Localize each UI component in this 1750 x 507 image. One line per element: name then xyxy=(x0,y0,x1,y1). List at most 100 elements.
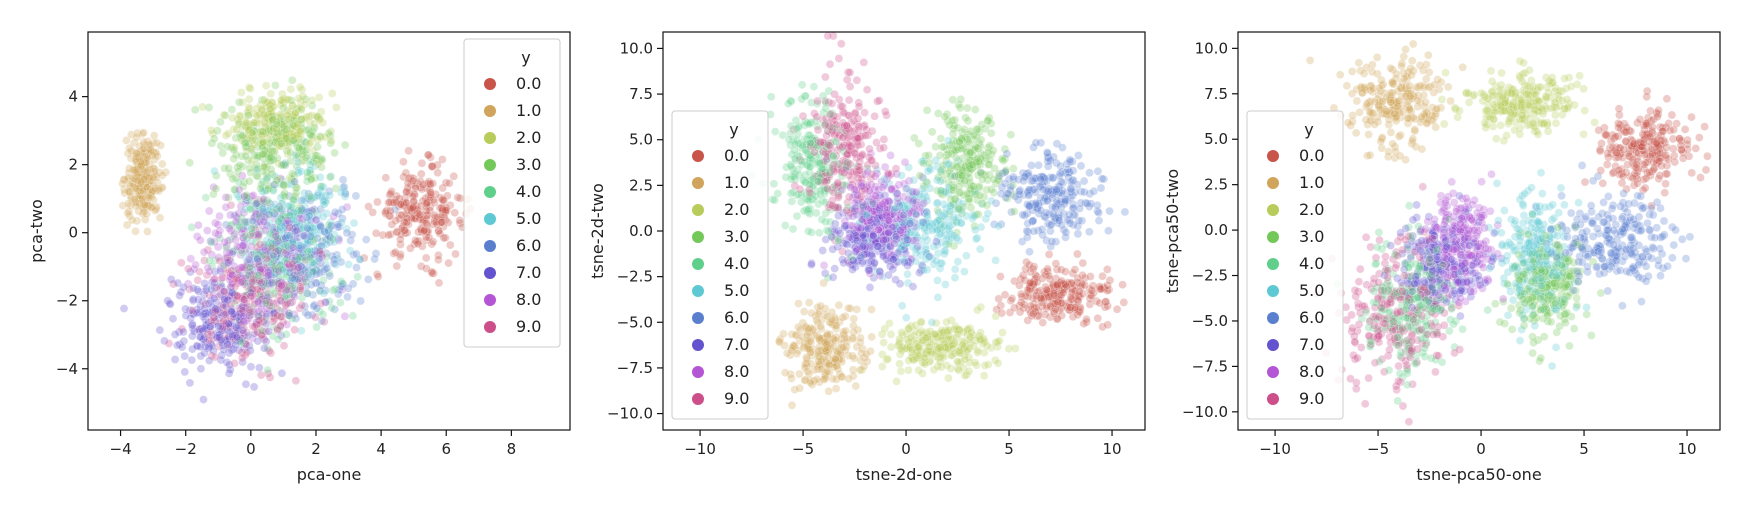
data-point-2.0 xyxy=(277,96,287,105)
data-point-8.0 xyxy=(282,259,292,268)
data-point-0.0 xyxy=(425,196,435,205)
data-point-4.0 xyxy=(245,229,254,239)
data-point-0.0 xyxy=(368,208,378,217)
data-point-7.0 xyxy=(277,368,287,378)
data-point-0.0 xyxy=(1098,271,1107,281)
data-point-6.0 xyxy=(309,301,319,311)
data-point-3.0 xyxy=(258,138,267,148)
data-point-7.0 xyxy=(830,219,840,229)
data-point-0.0 xyxy=(1119,298,1129,307)
data-point-9.0 xyxy=(243,282,252,292)
data-point-4.0 xyxy=(242,234,252,243)
chart-panel-1: −4 −2 0 2 4 6 8−4−2024pca-onepca-twoy0.01.02.0… xyxy=(27,31,571,484)
data-point-8.0 xyxy=(220,238,229,247)
data-point-9.0 xyxy=(870,112,879,121)
data-point-3.0 xyxy=(272,132,281,142)
data-point-4.0 xyxy=(288,209,298,219)
data-point-1.0 xyxy=(143,165,153,175)
data-point-7.0 xyxy=(213,328,222,338)
data-point-0.0 xyxy=(422,184,432,194)
data-point-2.0 xyxy=(286,125,296,134)
data-point-6.0 xyxy=(1018,210,1028,220)
data-point-3.0 xyxy=(279,180,288,189)
data-point-0.0 xyxy=(426,188,435,197)
data-point-0.0 xyxy=(421,253,431,263)
data-point-0.0 xyxy=(384,198,393,207)
data-point-3.0 xyxy=(210,134,219,143)
data-point-4.0 xyxy=(336,277,346,286)
data-point-8.0 xyxy=(248,334,257,343)
data-point-9.0 xyxy=(219,307,229,317)
data-point-3.0 xyxy=(234,98,244,107)
data-point-9.0 xyxy=(261,285,271,295)
data-point-0.0 xyxy=(416,224,426,233)
data-point-8.0 xyxy=(215,211,224,221)
data-point-8.0 xyxy=(238,241,247,251)
data-point-5.0 xyxy=(945,207,955,216)
data-point-2.0 xyxy=(265,127,275,136)
data-point-2.0 xyxy=(295,82,305,92)
data-point-1.0 xyxy=(834,300,844,310)
data-point-5.0 xyxy=(274,268,284,277)
data-point-0.0 xyxy=(440,207,450,216)
data-point-9.0 xyxy=(277,278,287,288)
data-point-2.0 xyxy=(290,110,300,119)
data-point-1.0 xyxy=(133,175,142,184)
data-point-8.0 xyxy=(878,183,888,192)
data-point-2.0 xyxy=(276,95,286,105)
data-point-7.0 xyxy=(167,275,176,284)
data-point-9.0 xyxy=(258,294,268,304)
legend-label-7.0: 7.0 xyxy=(516,263,541,282)
data-point-0.0 xyxy=(373,197,382,207)
data-point-6.0 xyxy=(1027,161,1036,170)
data-point-4.0 xyxy=(804,227,813,236)
data-point-9.0 xyxy=(845,68,855,77)
data-point-3.0 xyxy=(290,133,300,143)
data-point-6.0 xyxy=(1055,171,1064,181)
data-point-1.0 xyxy=(135,173,144,183)
y-tick-label: −5.0 xyxy=(617,313,653,331)
data-point-9.0 xyxy=(295,277,305,286)
data-point-5.0 xyxy=(273,218,283,227)
data-point-1.0 xyxy=(143,191,153,201)
data-point-0.0 xyxy=(410,239,419,249)
data-point-7.0 xyxy=(905,219,915,228)
data-point-2.0 xyxy=(286,136,296,146)
data-point-7.0 xyxy=(207,330,217,340)
data-point-9.0 xyxy=(834,54,844,63)
data-point-4.0 xyxy=(318,310,328,319)
data-point-3.0 xyxy=(275,113,285,123)
data-point-0.0 xyxy=(1042,285,1051,294)
data-point-6.0 xyxy=(330,207,340,217)
data-point-4.0 xyxy=(783,99,793,108)
data-point-4.0 xyxy=(256,227,266,236)
data-point-2.0 xyxy=(273,141,283,150)
data-point-0.0 xyxy=(422,210,432,220)
data-point-1.0 xyxy=(130,165,140,175)
data-point-4.0 xyxy=(268,309,278,319)
data-point-5.0 xyxy=(265,228,274,238)
data-point-9.0 xyxy=(257,331,267,340)
data-point-8.0 xyxy=(300,232,310,242)
data-point-6.0 xyxy=(1057,202,1066,212)
data-point-5.0 xyxy=(894,247,904,256)
data-point-8.0 xyxy=(852,245,862,254)
data-point-8.0 xyxy=(249,213,259,222)
data-point-4.0 xyxy=(275,246,284,256)
data-point-6.0 xyxy=(286,278,295,288)
data-point-7.0 xyxy=(232,324,242,334)
data-point-0.0 xyxy=(423,226,433,236)
data-point-9.0 xyxy=(188,306,197,315)
data-point-7.0 xyxy=(189,309,198,319)
data-point-3.0 xyxy=(962,103,972,113)
data-point-3.0 xyxy=(931,142,941,152)
data-point-7.0 xyxy=(858,231,868,240)
data-point-5.0 xyxy=(306,156,316,165)
data-point-7.0 xyxy=(238,301,248,310)
data-point-5.0 xyxy=(320,227,330,237)
data-point-9.0 xyxy=(195,325,204,334)
data-point-9.0 xyxy=(861,131,870,140)
data-point-3.0 xyxy=(262,172,272,181)
data-point-7.0 xyxy=(192,305,202,314)
data-point-0.0 xyxy=(1103,320,1112,330)
